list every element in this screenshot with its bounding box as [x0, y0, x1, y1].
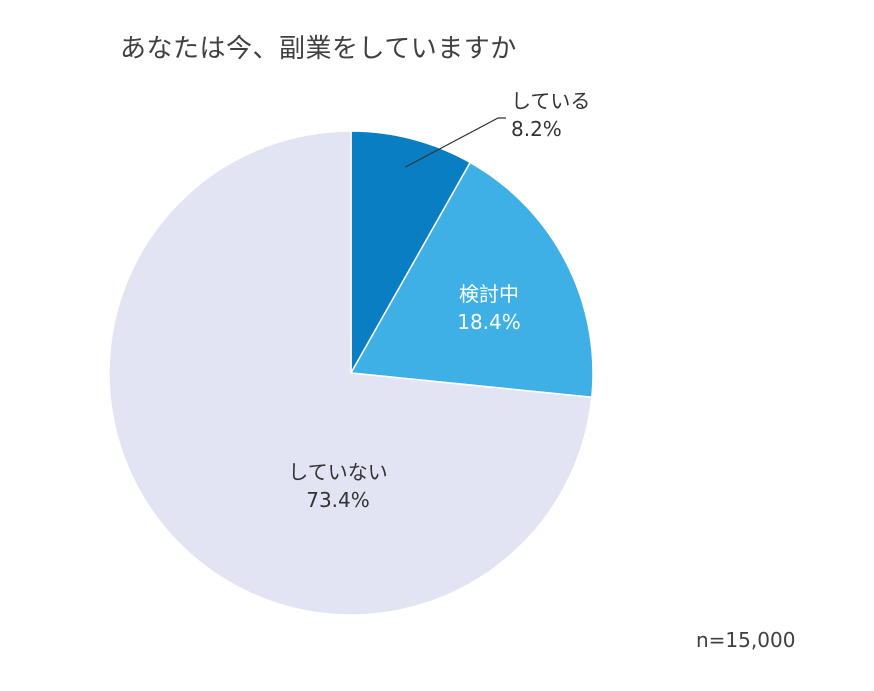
pie-slices: [108, 130, 594, 616]
pie-slice: [349, 161, 594, 399]
slice-value-label: 8.2%: [511, 117, 562, 141]
pie-slice: [108, 130, 593, 616]
slice-category-label: している: [511, 89, 590, 113]
sample-size-note: n=15,000: [696, 628, 796, 652]
slice-value-label: 18.4%: [457, 310, 521, 334]
pie-slice: [350, 130, 472, 376]
chart-title: あなたは今、副業をしていますか: [120, 34, 517, 64]
slice-value-label: 73.4%: [306, 488, 370, 512]
slice-labels: している 8.2% 検討中 18.4% していない 73.4%: [288, 89, 590, 512]
slice-category-label: 検討中: [459, 282, 519, 306]
leader-line: [405, 117, 506, 168]
slice-category-label: していない: [288, 460, 387, 484]
leader-lines: [405, 117, 506, 168]
